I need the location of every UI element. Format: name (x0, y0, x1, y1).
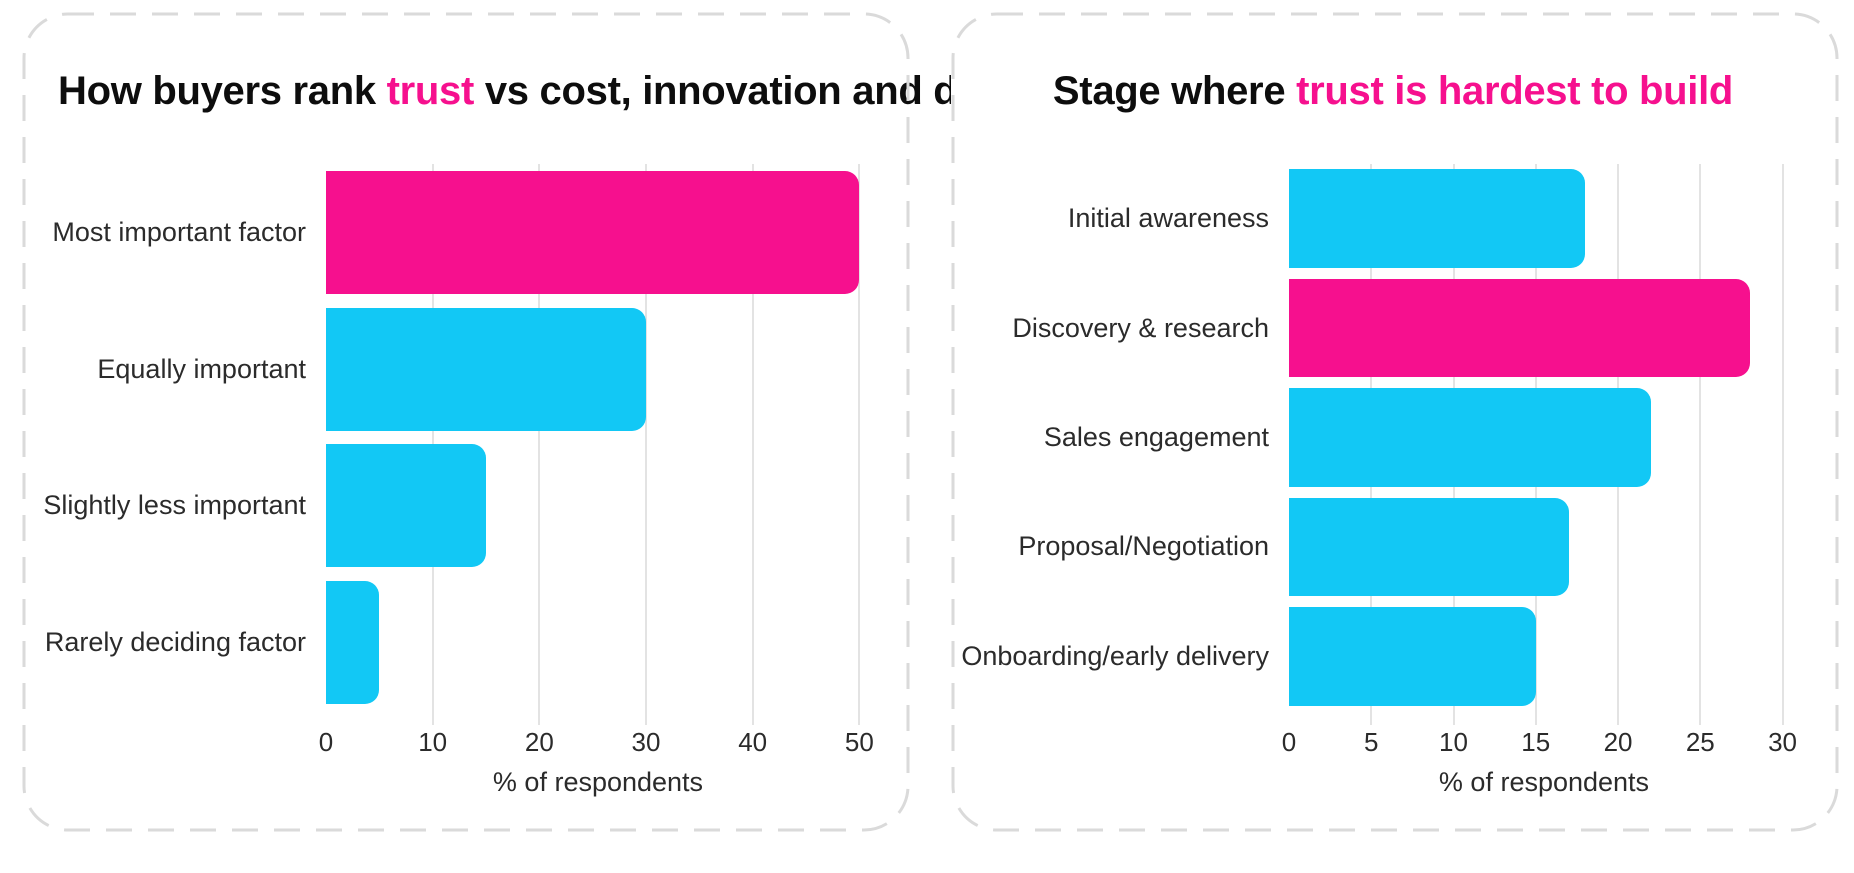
x-axis-ticks: 0 10 20 30 40 50 (319, 711, 874, 765)
x-tick-label: 20 (524, 727, 554, 757)
chart-title-text: How buyers rank (58, 69, 387, 113)
x-tick-label: 40 (738, 727, 768, 757)
chart-body: Initial awareness Discovery & research Sal… (961, 164, 1799, 798)
x-axis-ticks: 0 5 10 15 20 25 30 (1282, 711, 1799, 765)
x-tick-label: 30 (631, 727, 661, 757)
bar-row (326, 438, 870, 575)
category-label: Discovery & research (1012, 312, 1269, 343)
x-tick-label: 0 (1281, 727, 1297, 757)
category-labels: Most important factor Equally important Sl… (43, 164, 326, 711)
category-label: Rarely deciding factor (44, 627, 306, 658)
category-label: Proposal/Negotiation (1018, 531, 1269, 562)
x-tick-label: 10 (1439, 727, 1468, 757)
bar-row (1289, 383, 1799, 492)
bar-equally-important (326, 307, 646, 431)
category-labels: Initial awareness Discovery & research Sal… (961, 164, 1289, 711)
chart-title-text: Stage where (1052, 69, 1297, 113)
category-label: Onboarding/early delivery (961, 640, 1269, 671)
category-label: Slightly less important (43, 490, 306, 521)
chart-title-accent: trust (386, 69, 475, 113)
bar-slightly-less-important (326, 444, 486, 568)
gridline (1781, 164, 1784, 725)
chart-title: How buyers rank trust vs cost, innovatio… (58, 66, 1082, 116)
gridline (538, 164, 541, 725)
bar-rarely-deciding-factor (326, 581, 380, 705)
category-label: Equally important (97, 353, 306, 384)
bar-row (1289, 164, 1799, 273)
chart-title: Stage where trust is hardest to build (987, 66, 1799, 116)
x-tick-label: 50 (844, 727, 874, 757)
bar-discovery-research (1289, 278, 1750, 378)
card-rank-chart: How buyers rank trust vs cost, innovatio… (22, 12, 1082, 832)
x-tick-label: 25 (1685, 727, 1715, 757)
x-tick-label: 0 (318, 727, 334, 757)
gridline (645, 164, 647, 725)
bar-row (326, 574, 870, 711)
gridline (1699, 164, 1702, 725)
x-tick-label: 15 (1521, 727, 1551, 757)
x-tick-label: 30 (1768, 727, 1798, 757)
category-label: Sales engagement (1043, 422, 1269, 453)
bar-sales-engagement (1289, 388, 1651, 487)
bar-row (326, 301, 870, 438)
bar-row (326, 164, 870, 301)
bar-most-important-factor (326, 170, 860, 294)
x-axis-label: % of respondents (492, 767, 704, 797)
x-axis-label: % of respondents (1438, 767, 1650, 797)
x-tick-label: 20 (1603, 727, 1633, 757)
bar-row (1289, 273, 1799, 382)
category-label: Most important factor (52, 216, 306, 247)
bar-onboarding-early-delivery (1289, 607, 1536, 706)
chart-title-accent: trust is hardest to build (1296, 69, 1734, 113)
plot-area (326, 164, 870, 725)
gridline (858, 164, 861, 725)
bar-initial-awareness (1289, 169, 1586, 268)
x-tick-label: 5 (1364, 727, 1379, 757)
card-stage-chart: Stage where trust is hardest to build In… (951, 12, 1839, 832)
x-tick-label: 10 (418, 727, 448, 757)
category-label: Initial awareness (1067, 203, 1269, 234)
gridline (751, 164, 754, 725)
bar-row (1289, 602, 1799, 711)
plot-area (1289, 164, 1799, 725)
bar-row (1289, 492, 1799, 601)
chart-body: Most important factor Equally important Sl… (43, 164, 874, 798)
bar-proposal-negotiation (1289, 497, 1569, 597)
